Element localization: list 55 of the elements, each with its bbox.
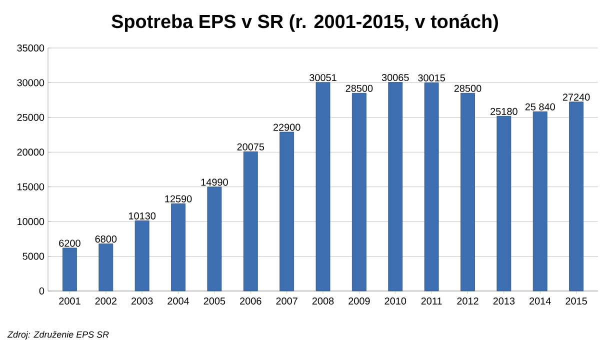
data-label: 25 840: [525, 103, 555, 110]
data-label: 27240: [562, 94, 590, 101]
data-label: 20075: [237, 143, 264, 150]
x-tick-label: 2009: [348, 298, 370, 305]
y-tick-label: 20000: [17, 148, 44, 156]
x-tick-label: 2011: [421, 298, 442, 305]
y-tick-label: 30000: [17, 79, 44, 86]
x-tick-label: 2013: [493, 298, 515, 305]
y-tick-label: 10000: [18, 218, 44, 226]
data-label: 12590: [165, 195, 192, 202]
x-tick-label: 2014: [530, 298, 551, 305]
bar: [62, 248, 77, 292]
data-label: 22900: [273, 124, 300, 131]
x-tick-label: 2005: [204, 298, 226, 305]
x-tick-label: 2012: [457, 298, 478, 305]
bar: [134, 220, 150, 292]
bar: [280, 132, 294, 292]
data-label: 28500: [454, 84, 482, 92]
data-label: 6800: [95, 236, 117, 243]
data-label: 10130: [128, 212, 156, 220]
x-tick-label: 2015: [566, 298, 587, 305]
x-tick-label: 2008: [312, 298, 334, 305]
data-label: 14990: [201, 178, 228, 186]
data-label: 30065: [382, 74, 409, 82]
bar: [532, 111, 548, 292]
x-tick-label: 2007: [276, 298, 298, 305]
data-label: 30051: [310, 74, 336, 82]
y-tick-label: 0: [39, 287, 44, 295]
y-tick-label: 5000: [22, 252, 44, 260]
bar: [207, 186, 222, 292]
data-label: 25180: [490, 108, 518, 115]
data-label: 30015: [418, 74, 445, 82]
bar: [569, 102, 584, 292]
bar: [424, 82, 439, 292]
bar: [171, 203, 186, 292]
bar: [98, 244, 114, 292]
bar: [496, 116, 512, 292]
text: Zdroj: Združenie EPS SR: [7, 331, 109, 340]
bar: [460, 92, 475, 292]
y-tick-label: 35000: [17, 44, 44, 52]
data-label: 6200: [59, 240, 80, 247]
bar: [316, 82, 330, 292]
x-tick-label: 2006: [240, 298, 262, 305]
data-label: 28500: [346, 84, 373, 92]
x-tick-label: 2003: [132, 298, 153, 305]
bar: [243, 151, 258, 292]
bar: [388, 82, 403, 292]
x-tick-label: 2004: [168, 298, 190, 305]
x-tick-label: 2002: [95, 298, 116, 305]
chart-title: Spotreba EPS v SR (r. 2001-2015, v tonách): [112, 14, 498, 32]
y-tick-label: 25000: [17, 114, 44, 121]
x-tick-label: 2010: [384, 298, 406, 305]
x-tick-label: 2001: [59, 298, 80, 305]
bar: [352, 92, 366, 292]
y-tick-label: 15000: [18, 183, 44, 190]
